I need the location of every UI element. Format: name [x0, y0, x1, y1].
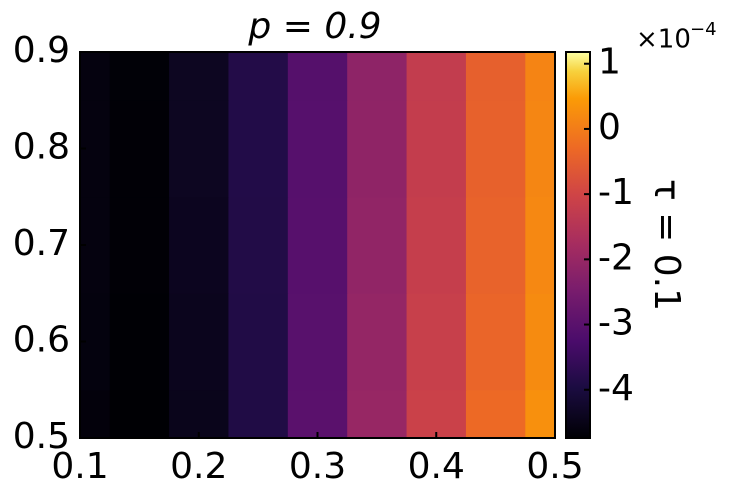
heat-cell [228, 52, 289, 101]
heat-cell [109, 52, 170, 101]
y-tick-label: 0.9 [13, 30, 70, 71]
heat-cell [287, 293, 348, 391]
heat-cell [169, 100, 229, 198]
colorbar-tick-label: 0 [598, 107, 621, 148]
heat-cell [347, 100, 408, 198]
heat-cell [347, 293, 408, 391]
heat-cell [465, 389, 526, 439]
heat-cell [228, 196, 289, 294]
heat-cell [169, 52, 229, 101]
heat-cell [406, 52, 467, 101]
heat-cell [406, 196, 467, 294]
x-tick-label: 0.2 [170, 446, 227, 487]
heat-cell [228, 100, 289, 198]
x-tick-label: 0.1 [51, 446, 108, 487]
heat-cell [465, 196, 526, 294]
y-tick-label: 0.5 [13, 416, 70, 457]
heat-cell [406, 100, 467, 198]
heat-cell [169, 389, 229, 439]
heat-cell [228, 293, 289, 391]
heat-cell [228, 389, 289, 439]
heat-cell [465, 52, 526, 101]
heat-cell [525, 100, 556, 198]
heat-cell [347, 52, 408, 101]
chart-title: p = 0.9 [247, 6, 381, 47]
heat-cell [109, 389, 170, 439]
heat-cell [525, 389, 556, 439]
heat-cell [406, 293, 467, 391]
y-tick-label: 0.7 [13, 223, 70, 264]
x-tick-label: 0.3 [289, 446, 346, 487]
colorbar-label: τ = 0.1 [646, 179, 687, 311]
heat-cell [525, 196, 556, 294]
heat-cell [287, 100, 348, 198]
colorbar-tick-label: -3 [598, 303, 634, 344]
heat-cell [109, 293, 170, 391]
colorbar [565, 51, 591, 439]
colorbar-tick-label: 1 [598, 42, 621, 83]
heat-cell [109, 196, 170, 294]
y-tick-label: 0.6 [13, 320, 70, 361]
colorbar-multiplier: ×10 [636, 25, 691, 55]
x-tick-label: 0.4 [408, 446, 465, 487]
y-tick-label: 0.8 [13, 127, 70, 168]
heat-cell [287, 52, 348, 101]
heat-cell [406, 389, 467, 439]
colorbar-tick-label: -1 [598, 172, 634, 213]
heat-cell [525, 293, 556, 391]
heat-cell [287, 389, 348, 439]
heat-cell [80, 389, 111, 439]
heat-cell [465, 293, 526, 391]
heat-cell [347, 196, 408, 294]
heat-cell [465, 100, 526, 198]
colorbar-tick-label: -2 [598, 237, 634, 278]
x-tick-label: 0.5 [526, 446, 583, 487]
heat-cell [169, 196, 229, 294]
heat-cell [109, 100, 170, 198]
heat-cell [169, 293, 229, 391]
heat-cell [347, 389, 408, 439]
heat-cell [80, 52, 111, 101]
heat-cell [287, 196, 348, 294]
colorbar-tick-label: -4 [598, 368, 634, 409]
heat-cell [525, 52, 556, 101]
colorbar-exponent: −4 [690, 19, 717, 40]
